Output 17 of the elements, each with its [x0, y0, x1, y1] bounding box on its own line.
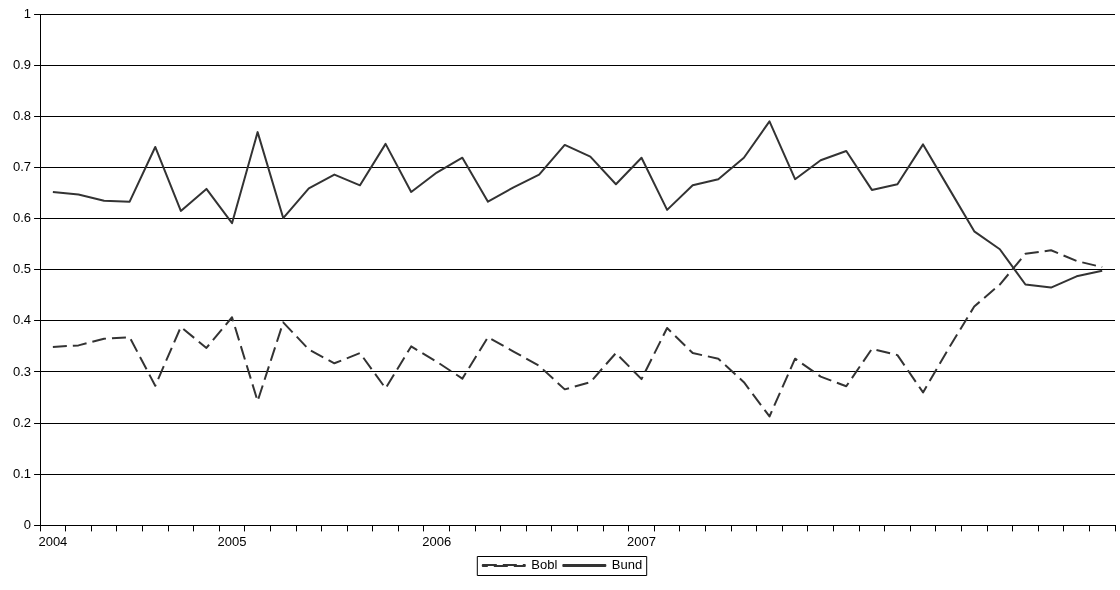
x-tick-label: 2005: [217, 533, 247, 549]
y-tick-label: 0.5: [12, 261, 32, 277]
y-tick-label: 0.3: [12, 363, 32, 379]
y-tick-label: 0.4: [12, 312, 32, 328]
legend-label: Bund: [611, 557, 643, 573]
y-tick-label: 0.6: [12, 210, 32, 226]
x-tick-label: 2004: [38, 533, 68, 549]
y-tick-label: 1: [23, 5, 32, 21]
legend-label: Bobl: [531, 557, 558, 573]
y-tick-label: 0.9: [12, 56, 32, 72]
x-tick-label: 2007: [627, 533, 656, 549]
y-tick-label: 0.1: [12, 465, 32, 481]
x-tick-label: 2006: [422, 533, 452, 549]
y-tick-label: 0: [23, 516, 32, 532]
y-tick-label: 0.2: [12, 414, 32, 430]
y-tick-label: 0.8: [12, 107, 32, 123]
y-tick-label: 0.7: [12, 159, 32, 174]
